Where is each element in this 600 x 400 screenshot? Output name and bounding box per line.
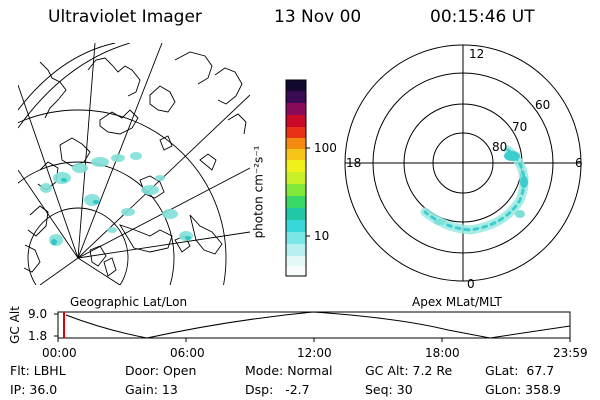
mlat-label-70: 70 [512, 120, 528, 134]
geographic-map [18, 43, 250, 285]
time-tick-0600: 06:00 [170, 346, 205, 360]
mlat-label-60: 60 [535, 98, 551, 112]
door-info: Door: Open [125, 363, 197, 378]
glon-info: GLon: 358.9 [485, 382, 561, 397]
time-tick-2359: 23:59 [553, 346, 588, 360]
time-tick-0000: 00:00 [42, 346, 77, 360]
seq-info: Seq: 30 [365, 382, 413, 397]
mlt-label-6: 6 [575, 156, 583, 170]
time-tick-1200: 12:00 [297, 346, 332, 360]
colorbar-unit-label: photon cm⁻²s⁻¹ [251, 145, 266, 239]
mlt-label-18: 18 [346, 156, 362, 170]
geo-map-label: Geographic Lat/Lon [70, 295, 188, 309]
colorbar-tick-100: 100 [314, 141, 337, 155]
altitude-strip-chart [54, 311, 571, 342]
polar-aurora-oval [420, 145, 529, 235]
glat-info: GLat: 67.7 [485, 363, 555, 378]
date-label: 13 Nov 00 [274, 7, 362, 27]
mlat-label-80: 80 [492, 140, 508, 154]
gain-info: Gain: 13 [125, 382, 178, 397]
polar-plot [344, 44, 582, 282]
gc-alt-info: GC Alt: 7.2 Re [365, 363, 453, 378]
dsp-info: Dsp: -2.7 [245, 382, 310, 397]
mlt-label-12: 12 [469, 47, 485, 61]
mode-info: Mode: Normal [245, 363, 333, 378]
time-tick-1800: 18:00 [425, 346, 460, 360]
geo-aurora-emission [40, 152, 193, 246]
ip-info: IP: 36.0 [10, 382, 58, 397]
instrument-title: Ultraviolet Imager [48, 7, 202, 27]
color-scale-bar [285, 79, 310, 277]
filter-info: Flt: LBHL [10, 363, 66, 378]
colorbar-tick-10: 10 [314, 229, 330, 243]
altitude-ytick-max: 9.0 [28, 307, 48, 321]
mlt-label-0: 0 [467, 277, 475, 291]
time-label: 00:15:46 UT [430, 7, 535, 27]
altitude-ylabel: GC Alt [7, 306, 22, 344]
polar-plot-label: Apex MLat/MLT [412, 295, 502, 309]
altitude-ytick-min: 1.8 [28, 329, 48, 343]
